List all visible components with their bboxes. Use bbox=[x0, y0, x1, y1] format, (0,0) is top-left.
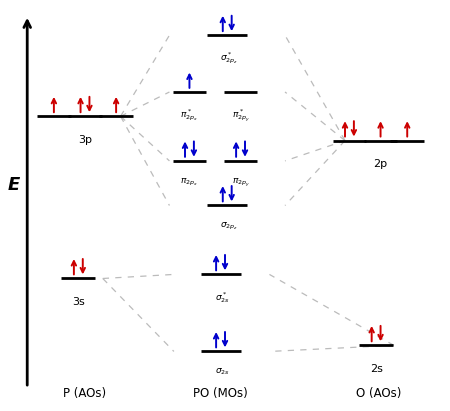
Text: O (AOs): O (AOs) bbox=[356, 387, 401, 400]
Text: $\sigma^*_{2s}$: $\sigma^*_{2s}$ bbox=[216, 290, 230, 305]
Text: PO (MOs): PO (MOs) bbox=[193, 387, 248, 400]
Text: P (AOs): P (AOs) bbox=[63, 387, 107, 400]
Text: $\pi^*_{2p_y}$: $\pi^*_{2p_y}$ bbox=[231, 107, 250, 125]
Text: $\pi_{2p_x}$: $\pi_{2p_x}$ bbox=[180, 176, 198, 187]
Text: $\sigma_{2s}$: $\sigma_{2s}$ bbox=[216, 367, 230, 377]
Text: 3p: 3p bbox=[78, 134, 92, 145]
Text: $\sigma^*_{2p_z}$: $\sigma^*_{2p_z}$ bbox=[220, 51, 238, 66]
Text: 2p: 2p bbox=[374, 159, 387, 169]
Text: $\pi_{2p_y}$: $\pi_{2p_y}$ bbox=[231, 176, 250, 189]
Text: 3s: 3s bbox=[72, 297, 85, 307]
Text: E: E bbox=[8, 176, 20, 194]
Text: $\sigma_{2p_z}$: $\sigma_{2p_z}$ bbox=[220, 221, 238, 232]
Text: $\pi^*_{2p_x}$: $\pi^*_{2p_x}$ bbox=[180, 107, 198, 123]
Text: 2s: 2s bbox=[369, 364, 382, 374]
